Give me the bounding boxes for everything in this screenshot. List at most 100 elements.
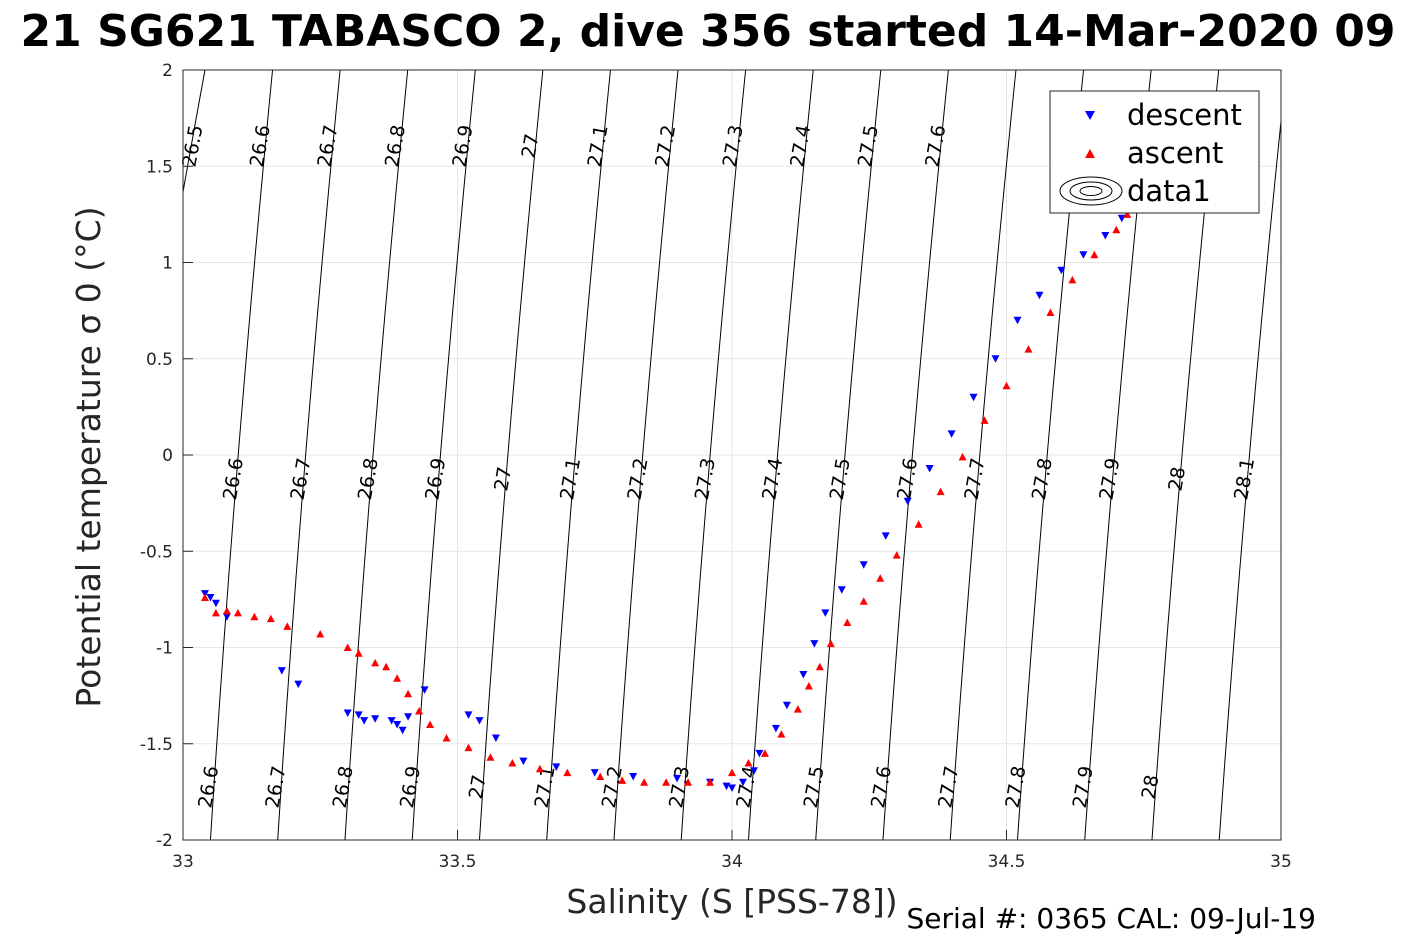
ascent-point xyxy=(343,643,352,651)
descent-point xyxy=(211,599,220,608)
descent-point xyxy=(1013,316,1022,325)
y-tick-label: -2 xyxy=(156,831,173,851)
isopycnal-line xyxy=(613,70,679,840)
ascent-point xyxy=(415,707,424,715)
descent-point xyxy=(728,784,736,793)
ascent-point xyxy=(393,674,402,682)
ascent-point xyxy=(354,649,363,657)
ascent-point xyxy=(640,778,649,786)
ascent-point xyxy=(1046,308,1055,317)
isopycnal-line xyxy=(478,70,544,840)
descent-point xyxy=(673,774,682,783)
y-tick-label: 1 xyxy=(162,254,173,274)
ascent-point xyxy=(200,593,209,601)
isopycnal-line xyxy=(183,70,206,195)
legend-data1-label: data1 xyxy=(1127,174,1211,208)
isopycnal-line xyxy=(815,70,882,840)
ascent-point xyxy=(706,778,715,786)
isopycnal-line xyxy=(344,70,409,840)
ascent-point xyxy=(826,639,835,648)
x-tick-label: 34 xyxy=(721,852,743,872)
descent-point xyxy=(277,667,286,675)
ascent-point xyxy=(222,606,231,615)
y-axis-label: Potential temperature σ 0 (°C) xyxy=(69,206,108,707)
legend-descent-marker xyxy=(1085,111,1095,120)
ascent-point xyxy=(535,764,544,773)
descent-point xyxy=(782,701,791,710)
ascent-point xyxy=(744,759,753,767)
ascent-point xyxy=(618,776,627,784)
descent-point xyxy=(1057,266,1066,275)
legend-descent-label: descent xyxy=(1127,98,1242,132)
descent-point xyxy=(629,772,638,781)
descent-point xyxy=(552,763,561,771)
ascent-point xyxy=(266,614,275,623)
ascent-point xyxy=(371,658,380,667)
descent-point xyxy=(387,717,396,725)
descent-point xyxy=(799,670,808,679)
descent-point xyxy=(590,769,599,777)
descent-point xyxy=(755,749,764,758)
y-tick-label: -1.5 xyxy=(140,735,173,755)
contour-label: 27 xyxy=(518,132,544,160)
ascent-point xyxy=(914,520,923,528)
descent-point xyxy=(738,778,747,787)
legend: descent ascent data1 xyxy=(1049,90,1260,214)
contour-label: 28 xyxy=(1138,773,1164,801)
ascent-point xyxy=(1112,225,1121,234)
descent-point xyxy=(859,561,868,569)
ascent-point xyxy=(382,662,391,671)
descent-point xyxy=(903,497,912,506)
ascent-point xyxy=(760,749,769,757)
descent-point xyxy=(925,464,934,473)
ascent-point xyxy=(316,630,325,638)
ascent-point xyxy=(283,622,292,630)
descent-point xyxy=(464,711,473,719)
ascent-point xyxy=(980,416,989,424)
ascent-point xyxy=(486,753,495,761)
legend-ascent-marker xyxy=(1085,149,1095,158)
descent-point xyxy=(206,593,215,602)
ascent-point xyxy=(1123,210,1132,218)
isopycnal-line xyxy=(949,70,1017,840)
descent-point xyxy=(947,430,956,438)
y-tick-label: 1.5 xyxy=(146,157,173,177)
ascent-point xyxy=(426,720,435,728)
y-tick-label: 0.5 xyxy=(146,350,173,370)
ascent-point xyxy=(508,759,517,767)
contour-label: 27 xyxy=(465,773,491,801)
chart-title: 21 SG621 TABASCO 2, dive 356 started 14-… xyxy=(21,6,1396,57)
y-tick-label: 0 xyxy=(162,446,173,466)
descent-point xyxy=(393,721,402,729)
descent-point xyxy=(1117,214,1126,223)
descent-point xyxy=(749,767,758,775)
ascent-point xyxy=(662,778,671,786)
descent-point xyxy=(519,757,528,766)
ascent-point xyxy=(464,743,473,752)
axis-ticks: 33 33.5 34 34.5 35 -2 -1.5 -1 -0.5 0 0.5 1 1.5 2 xyxy=(140,61,1292,872)
isopycnal-line xyxy=(882,70,949,840)
descent-point xyxy=(1101,232,1110,240)
y-tick-label: -0.5 xyxy=(140,542,173,562)
ascent-point xyxy=(404,689,413,698)
ascent-point xyxy=(859,597,868,605)
ascent-point xyxy=(815,662,824,671)
descent-point xyxy=(294,680,303,689)
ascent-point xyxy=(233,608,242,617)
ascent-point xyxy=(1024,345,1033,353)
descent-point xyxy=(821,609,830,617)
descent-point xyxy=(398,726,407,735)
descent-point xyxy=(404,713,413,721)
ascent-point xyxy=(777,730,786,738)
isopycnal-line xyxy=(1218,116,1281,840)
descent-point xyxy=(810,640,819,648)
serial-cal-footer: Serial #: 0365 CAL: 09-Jul-19 xyxy=(906,902,1316,935)
y-tick-label: 2 xyxy=(162,61,173,81)
isopycnal-line xyxy=(546,70,611,840)
isopycnal-line xyxy=(277,70,341,840)
ascent-point xyxy=(211,608,220,617)
data-series xyxy=(200,210,1132,793)
ascent-point xyxy=(804,682,813,690)
descent-point xyxy=(991,355,1000,363)
